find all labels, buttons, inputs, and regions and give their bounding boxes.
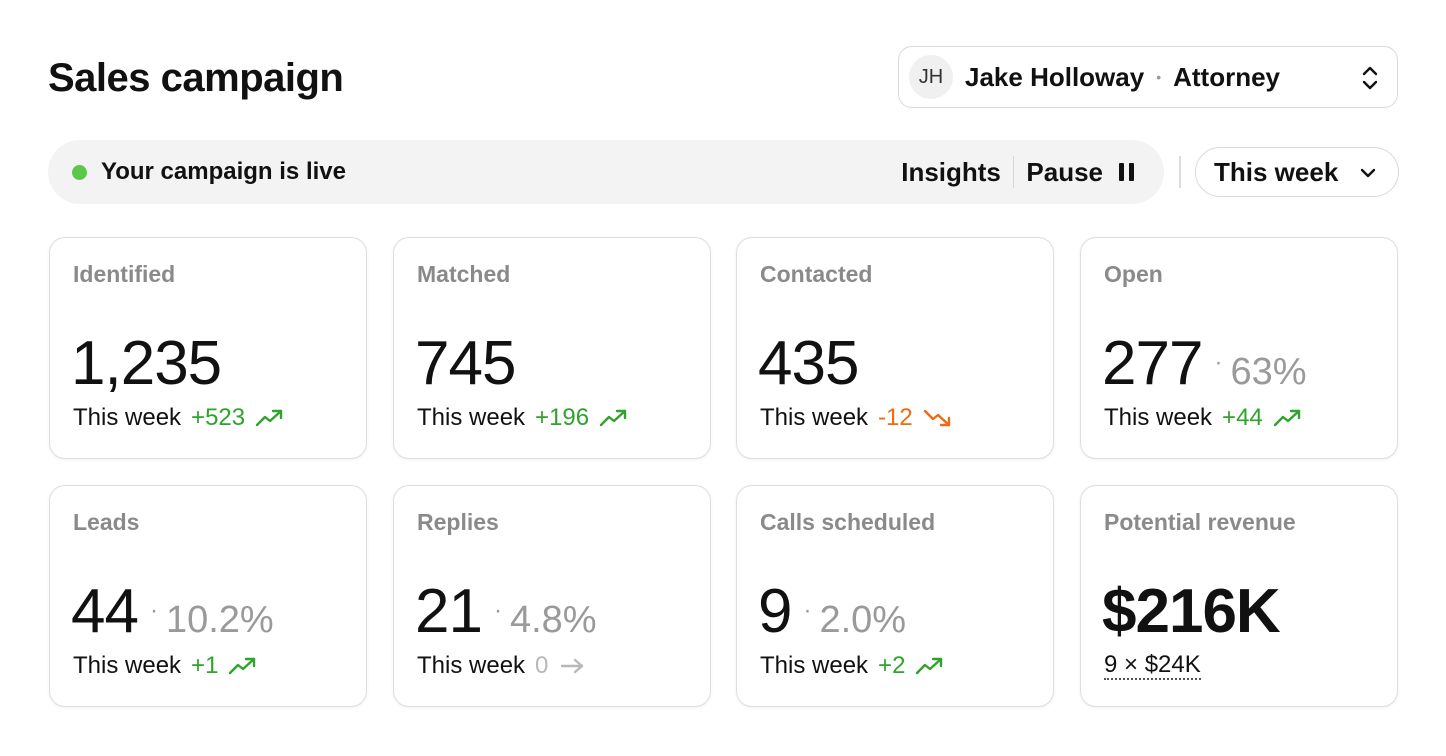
metric-card-identified[interactable]: Identified 1,235 This week +523 <box>49 237 367 459</box>
card-value: 21 <box>415 577 483 646</box>
card-label: Potential revenue <box>1104 509 1296 535</box>
metric-card-matched[interactable]: Matched 745 This week +196 <box>393 237 711 459</box>
status-text: Your campaign is live <box>101 158 346 185</box>
card-footer: This week +1 <box>73 652 258 680</box>
user-selector[interactable]: JH Jake Holloway • Attorney <box>898 46 1398 108</box>
card-value-row: 277 · 63% <box>1102 328 1307 399</box>
user-role: Attorney <box>1173 61 1281 92</box>
page-title: Sales campaign <box>48 56 344 100</box>
card-label: Identified <box>73 261 176 287</box>
metric-card-calls-scheduled[interactable]: Calls scheduled 9 · 2.0% This week +2 <box>736 485 1054 707</box>
delta-value: +523 <box>191 404 246 431</box>
card-footer: This week 0 <box>417 652 588 680</box>
insights-button[interactable]: Insights <box>901 156 1001 187</box>
delta-value: +196 <box>535 404 590 431</box>
period-text: This week <box>417 404 526 431</box>
card-value-row: 745 <box>415 328 516 399</box>
card-percent: 2.0% <box>819 599 907 641</box>
campaign-status-bar: Your campaign is live Insights Pause <box>48 140 1164 204</box>
card-footer: This week +2 <box>760 652 945 680</box>
card-value: 1,235 <box>71 329 222 398</box>
card-footer: This week +523 <box>73 404 285 432</box>
card-label: Leads <box>73 509 140 535</box>
card-value: 745 <box>415 329 516 398</box>
card-value-row: 9 · 2.0% <box>758 576 906 647</box>
revenue-formula[interactable]: 9 × $24K <box>1104 651 1201 680</box>
pause-button[interactable]: Pause <box>1026 157 1134 188</box>
trend-down-icon <box>923 407 953 429</box>
separator-dot: • <box>1156 69 1162 85</box>
pause-icon <box>1119 163 1134 181</box>
metric-card-potential-revenue[interactable]: Potential revenue $216K 9 × $24K <box>1080 485 1398 707</box>
trend-up-icon <box>1273 407 1303 429</box>
trend-up-icon <box>915 655 945 677</box>
status-actions: Insights Pause <box>901 140 1134 204</box>
separator-dot: · <box>1214 349 1223 376</box>
metric-card-replies[interactable]: Replies 21 · 4.8% This week 0 <box>393 485 711 707</box>
avatar: JH <box>909 55 953 99</box>
card-label: Matched <box>417 261 511 287</box>
card-percent: 63% <box>1230 351 1307 393</box>
period-text: This week <box>73 404 182 431</box>
delta-value: +2 <box>878 652 906 679</box>
card-value-row: $216K <box>1102 576 1281 647</box>
card-value: 9 <box>758 577 792 646</box>
card-value: 277 <box>1102 329 1203 398</box>
delta-value: +44 <box>1222 404 1263 431</box>
action-divider <box>1012 156 1015 188</box>
card-label: Calls scheduled <box>760 509 936 535</box>
card-label: Open <box>1104 261 1163 287</box>
card-footer: 9 × $24K <box>1104 652 1201 680</box>
period-label: This week <box>1214 156 1339 187</box>
card-value-row: 435 <box>758 328 859 399</box>
card-percent: 4.8% <box>509 599 597 641</box>
card-footer: This week +196 <box>417 404 629 432</box>
metric-card-contacted[interactable]: Contacted 435 This week -12 <box>736 237 1054 459</box>
period-text: This week <box>417 652 526 679</box>
card-value-row: 1,235 <box>71 328 222 399</box>
chevron-up-down-icon <box>1362 66 1378 90</box>
separator-dot: · <box>803 597 812 624</box>
toolbar-divider <box>1179 156 1181 188</box>
card-label: Replies <box>417 509 499 535</box>
card-percent: 10.2% <box>165 599 274 641</box>
user-name: Jake Holloway <box>965 61 1145 92</box>
separator-dot: · <box>149 597 158 624</box>
card-value-row: 21 · 4.8% <box>415 576 597 647</box>
period-text: This week <box>1104 404 1213 431</box>
trend-up-icon <box>228 655 258 677</box>
card-value-row: 44 · 10.2% <box>71 576 274 647</box>
trend-up-icon <box>599 407 629 429</box>
chevron-down-icon <box>1360 168 1376 178</box>
metric-card-leads[interactable]: Leads 44 · 10.2% This week +1 <box>49 485 367 707</box>
pause-label: Pause <box>1026 156 1103 187</box>
delta-value: 0 <box>535 652 549 679</box>
card-value: 435 <box>758 329 859 398</box>
card-footer: This week +44 <box>1104 404 1303 432</box>
live-status-dot <box>72 164 87 180</box>
card-value: 44 <box>71 577 139 646</box>
period-selector[interactable]: This week <box>1195 147 1399 197</box>
card-footer: This week -12 <box>760 404 953 432</box>
trend-up-icon <box>255 407 285 429</box>
period-text: This week <box>73 652 182 679</box>
period-text: This week <box>760 652 869 679</box>
separator-dot: · <box>493 597 502 624</box>
card-value: $216K <box>1102 577 1281 646</box>
delta-value: +1 <box>191 652 219 679</box>
delta-value: -12 <box>878 404 913 431</box>
period-text: This week <box>760 404 869 431</box>
arrow-right-icon <box>558 655 588 677</box>
card-label: Contacted <box>760 261 873 287</box>
metric-card-open[interactable]: Open 277 · 63% This week +44 <box>1080 237 1398 459</box>
